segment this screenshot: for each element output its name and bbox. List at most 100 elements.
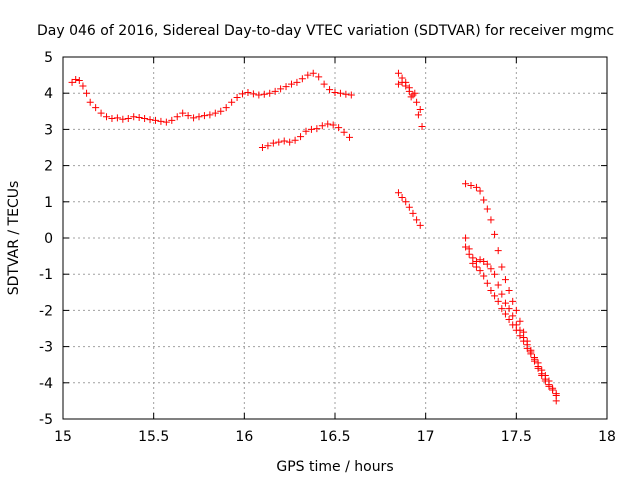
data-point (505, 315, 513, 323)
data-point (501, 276, 509, 284)
data-point (476, 256, 484, 264)
series-trace-a (68, 69, 355, 126)
data-point (416, 105, 424, 113)
chart-title: Day 046 of 2016, Sidereal Day-to-day VTE… (37, 23, 614, 39)
data-point (394, 69, 402, 77)
x-tick-label: 16.5 (319, 429, 350, 445)
data-point (494, 281, 502, 289)
data-point (340, 128, 348, 136)
data-point (217, 107, 225, 115)
data-point (476, 267, 484, 275)
data-point (92, 104, 100, 112)
data-point (269, 139, 277, 147)
data-point (509, 312, 517, 320)
data-point (72, 75, 80, 83)
data-point (480, 272, 488, 280)
data-point (222, 104, 230, 112)
data-point (280, 137, 288, 145)
data-point (480, 258, 488, 266)
data-point (469, 259, 477, 267)
data-point (233, 94, 241, 102)
data-point (538, 370, 546, 378)
data-point (228, 98, 236, 106)
data-point (462, 234, 470, 242)
data-point (97, 109, 105, 117)
x-tick-label: 17.5 (501, 429, 532, 445)
data-point (501, 299, 509, 307)
data-point (244, 88, 252, 96)
data-point (86, 98, 94, 106)
data-point (394, 80, 402, 88)
data-point (266, 89, 274, 97)
data-point (151, 116, 159, 124)
data-point (509, 321, 517, 329)
data-point (206, 111, 214, 119)
data-point (409, 91, 417, 99)
data-point (282, 83, 290, 91)
data-point (320, 80, 328, 88)
data-point (260, 90, 268, 98)
tick-labels: 15 15.5 16 16.5 17 17.5 18 -5 -4 -3 -2 -1 0 1 2 3 4 5 (39, 50, 616, 445)
data-point (302, 127, 310, 135)
data-point (487, 216, 495, 224)
data-point (141, 115, 149, 123)
y-tick-label: -1 (39, 267, 53, 283)
data-point (494, 297, 502, 305)
y-tick-label: -5 (39, 412, 53, 428)
x-tick-label: 17 (417, 429, 435, 445)
data-point (329, 121, 337, 129)
x-tick-label: 15.5 (138, 429, 169, 445)
data-point (549, 384, 557, 392)
data-point (342, 90, 350, 98)
y-tick-label: -3 (39, 340, 53, 356)
data-point (264, 142, 272, 150)
data-point (472, 183, 480, 191)
data-point (523, 344, 531, 352)
data-point (190, 114, 198, 122)
series-trace-e (394, 189, 424, 229)
x-tick-label: 15 (54, 429, 72, 445)
data-point (135, 113, 143, 121)
data-point (346, 133, 354, 141)
data-point (287, 80, 295, 88)
data-point (491, 292, 499, 300)
data-point (552, 397, 560, 405)
data-point (275, 138, 283, 146)
grid (63, 57, 607, 419)
y-tick-label: -4 (39, 376, 53, 392)
data-point (413, 216, 421, 224)
data-point (505, 286, 513, 294)
y-axis-title: SDTVAR / TECUs (6, 181, 22, 296)
data-point (336, 89, 344, 97)
data-point (255, 91, 263, 99)
data-point (326, 86, 334, 94)
data-point (472, 263, 480, 271)
data-point (418, 123, 426, 131)
data-point (249, 90, 257, 98)
data-point (494, 247, 502, 255)
x-axis-title: GPS time / hours (276, 459, 393, 475)
plot-frame (62, 56, 608, 420)
x-tick-label: 18 (598, 429, 616, 445)
data-points (68, 69, 560, 405)
data-point (498, 305, 506, 313)
data-point (108, 115, 116, 123)
data-point (487, 286, 495, 294)
data-point (258, 144, 266, 151)
data-point (162, 118, 170, 126)
data-point (462, 180, 470, 188)
data-point (402, 198, 410, 206)
data-point (75, 77, 83, 85)
data-point (530, 357, 538, 365)
data-point (462, 243, 470, 251)
series-trace-b (258, 120, 354, 151)
x-tick-label: 16 (235, 429, 253, 445)
data-point (512, 306, 520, 314)
data-point (416, 221, 424, 229)
data-point (483, 279, 491, 287)
data-point (124, 115, 132, 123)
data-point (516, 317, 524, 325)
data-point (195, 113, 203, 121)
data-point (491, 270, 499, 278)
data-point (179, 109, 187, 117)
